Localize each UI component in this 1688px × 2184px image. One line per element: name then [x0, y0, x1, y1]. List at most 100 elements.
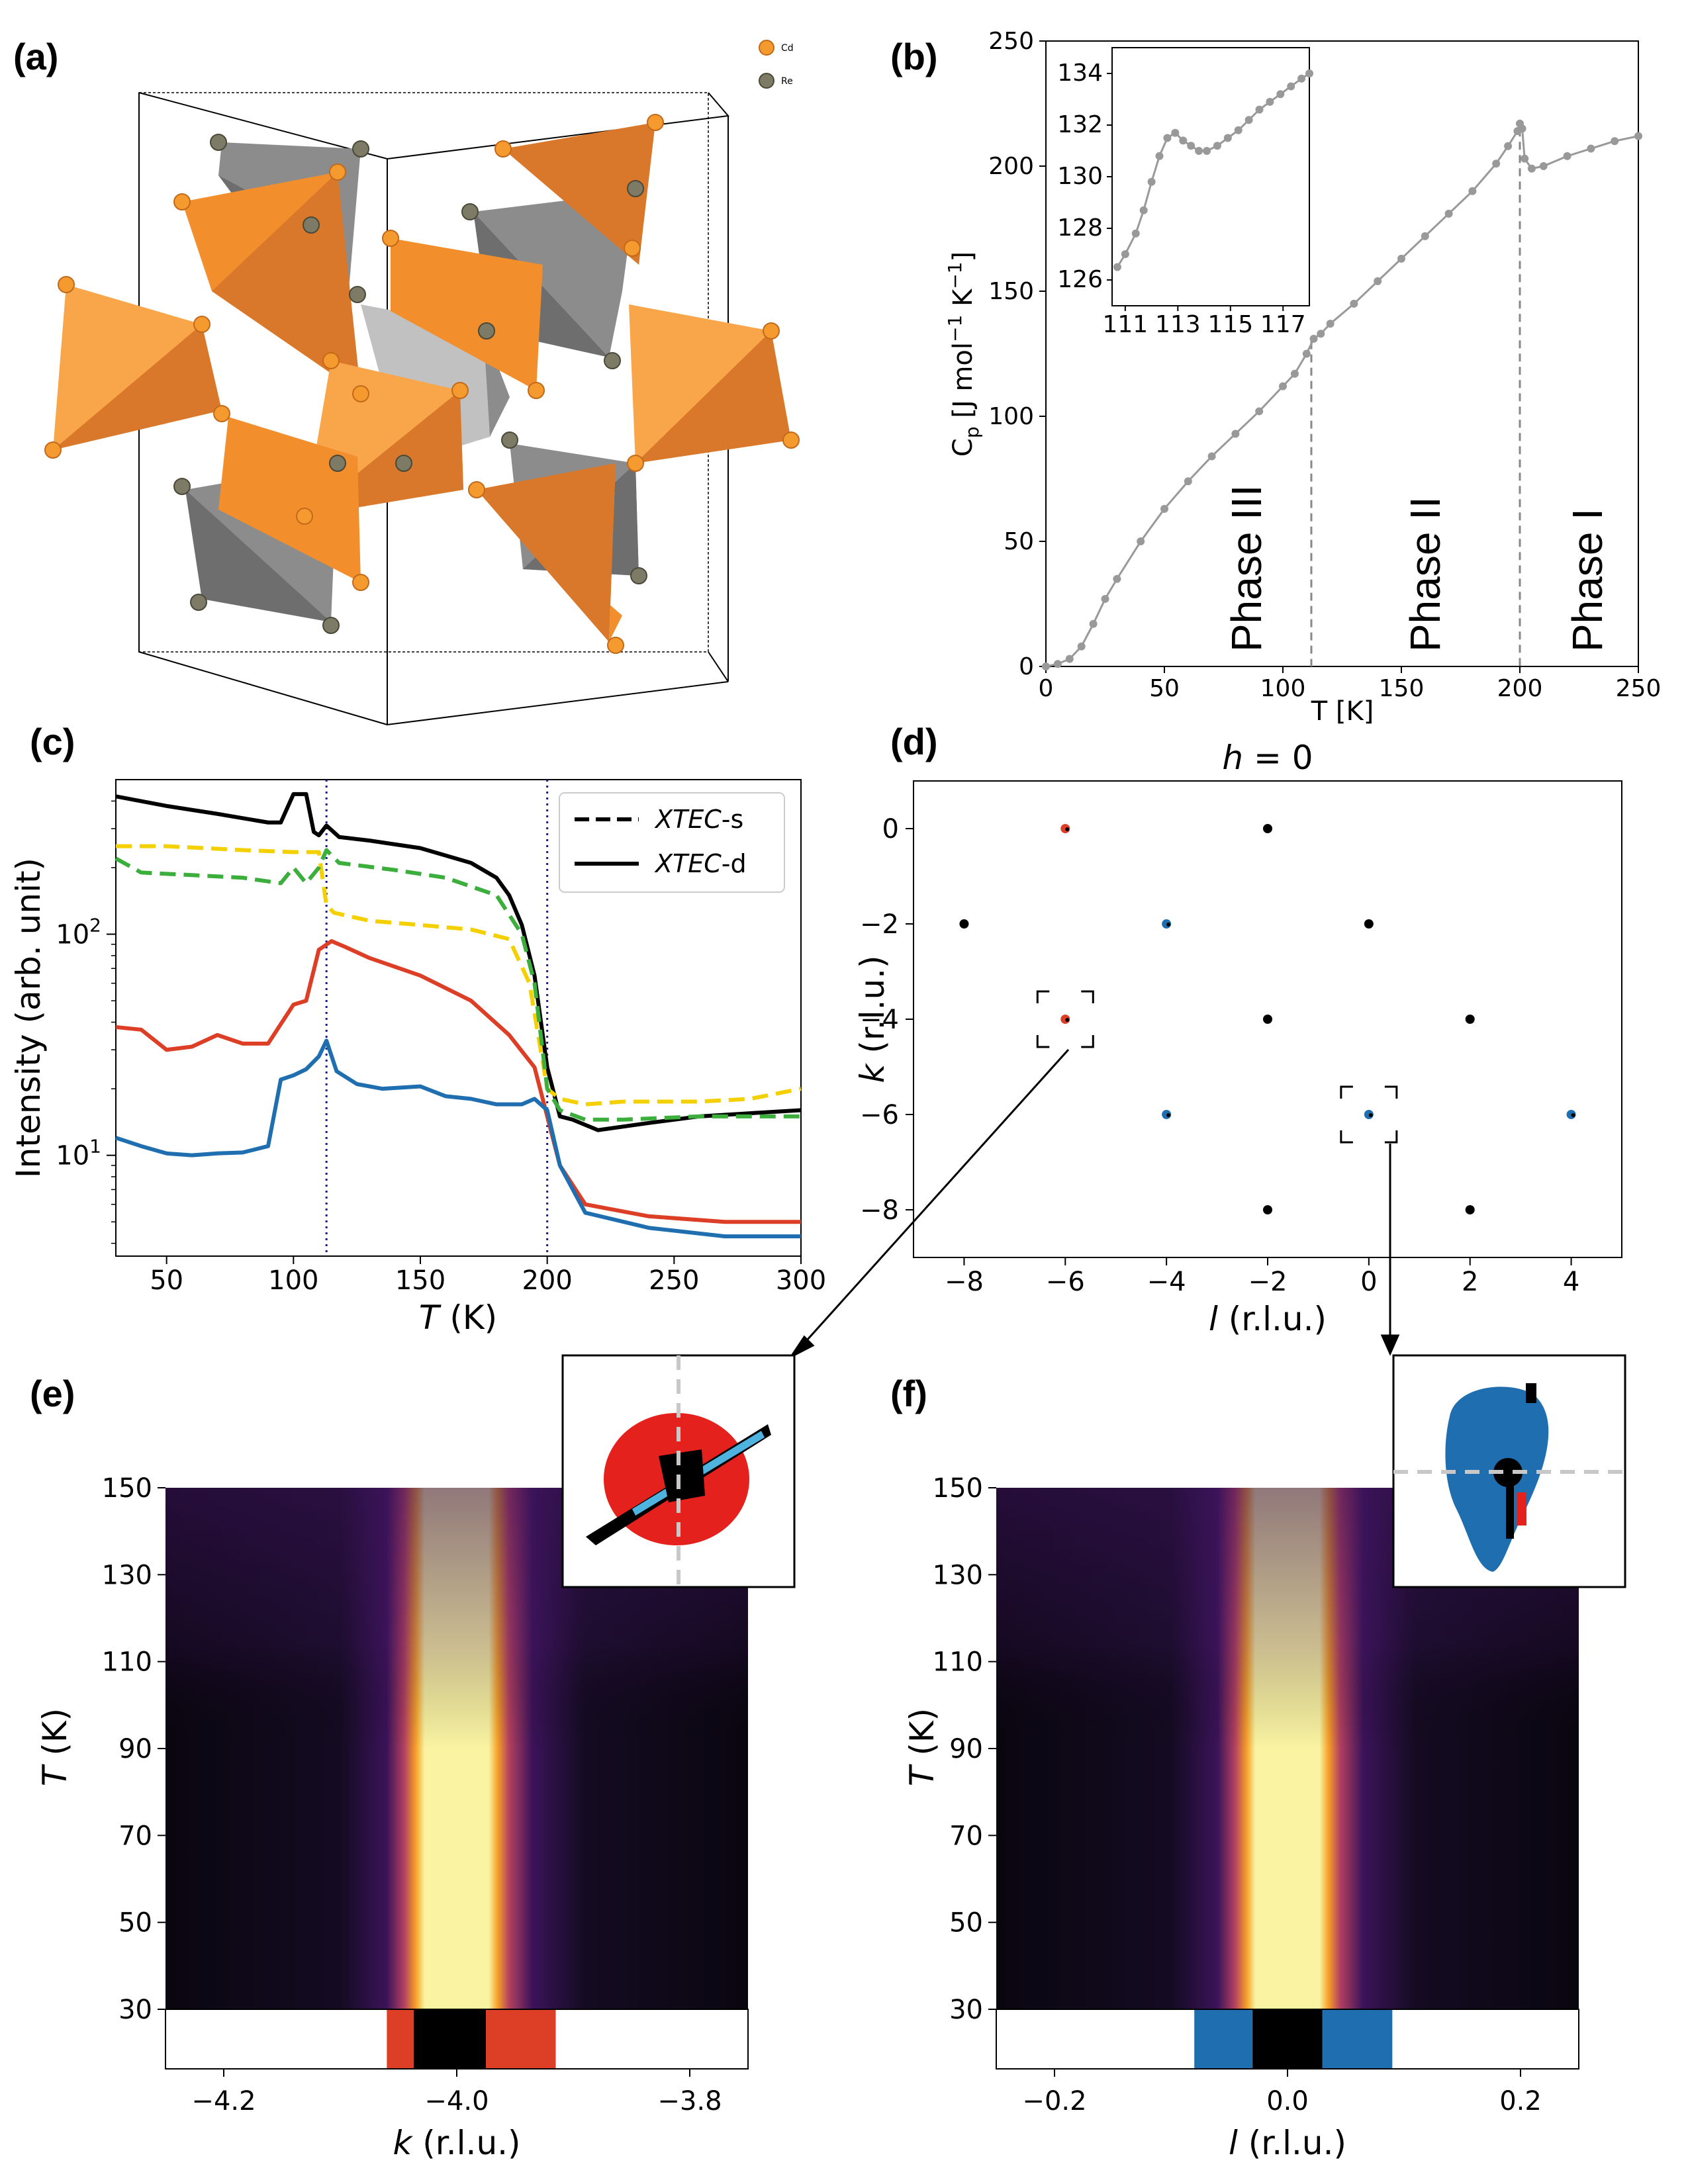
heat-capacity-chart: 0 50 100 150 200 250 0 50 100 150 200 250 Phase III…: [944, 28, 1661, 727]
x-axis-label-d: l (r.l.u.): [1209, 1300, 1327, 1338]
inset-point: [1276, 90, 1285, 99]
selection-boxes: [1036, 990, 1398, 1144]
y-tick-label: 90: [949, 1734, 983, 1764]
heat-capacity-series: [1042, 119, 1642, 670]
y-axis-label-c: Intensity (arb. unit): [9, 858, 48, 1178]
y-tick-label: 90: [118, 1734, 152, 1764]
x-tick-label: −3.8: [657, 2086, 722, 2116]
x-tick-label: 0: [1360, 1267, 1377, 1297]
cluster-segment: [996, 2009, 1195, 2069]
cluster-segment: [165, 2009, 387, 2069]
y-tick-label: −6: [860, 1100, 899, 1130]
cp-point: [1207, 452, 1216, 461]
inset-point: [1255, 105, 1264, 114]
inset-point: [1139, 206, 1148, 214]
inset-point: [1234, 126, 1243, 134]
bragg-peak-core: [1166, 1113, 1171, 1117]
legend-xtec-s: XTEC-s: [654, 805, 743, 834]
axis-ticks-b: 0 50 100 150 200 250 0 50 100 150 200 250: [988, 28, 1661, 702]
inset-point: [1171, 128, 1180, 137]
cluster-segment: [1194, 2009, 1253, 2069]
cp-point: [1634, 132, 1642, 140]
cluster-segment: [1322, 2009, 1393, 2069]
axis-ticks-e: −4.2 −4.0 −3.8 30 50 70 90 110 130 150: [102, 1473, 722, 2116]
x-tick-label: 150: [1379, 675, 1425, 702]
inset-point: [1179, 136, 1188, 145]
y-tick-label: 70: [118, 1821, 152, 1851]
inset-point: [1223, 134, 1232, 142]
x-tick-label: −6: [1046, 1267, 1085, 1297]
re-legend-marker: [759, 73, 774, 89]
heatmap-f: −0.2 0.0 0.2 30 50 70 90 110 130 150 l (r.l.u.) T…: [903, 1354, 1626, 2162]
panel-label-a: (a): [13, 36, 58, 77]
re-atoms: [173, 134, 647, 634]
x-axis-label-b: T [K]: [1311, 696, 1374, 727]
bragg-peak-core: [1368, 1113, 1373, 1117]
cluster-strip-f: [996, 2009, 1579, 2069]
cp-point: [1397, 254, 1405, 263]
cp-point: [1101, 594, 1109, 603]
panel-label-c: (c): [30, 721, 75, 762]
y-tick-label: 130: [102, 1560, 152, 1590]
inset-point: [1213, 142, 1221, 150]
x-tick-label: 0.0: [1266, 2086, 1309, 2116]
intensity-chart: 50 100 150 200 250 300 101 102 XTEC-s XTEC-d T …: [9, 779, 826, 1337]
x-tick-label: 100: [1260, 675, 1306, 702]
inset-x-tick-label: 111: [1103, 311, 1149, 338]
inset-point: [1131, 229, 1140, 238]
x-tick-label: 200: [522, 1265, 572, 1296]
intensity-series: [115, 792, 802, 1239]
x-tick-label: 250: [1616, 675, 1662, 702]
cp-point: [1326, 320, 1335, 328]
y-tick-label: 50: [118, 1908, 152, 1938]
y-tick-label: 50: [949, 1908, 983, 1938]
y-tick-label: 150: [933, 1473, 983, 1504]
cd-legend-label: Cd: [781, 43, 794, 54]
heatmap-e: −4.2 −4.0 −3.8 30 50 70 90 110 130 150 k (r.l.u.)…: [36, 1354, 796, 2162]
axis-ticks-d: −8 −6 −4 −2 0 2 4 0 −2 −4 −6 −8: [860, 814, 1579, 1297]
black-edge: [1526, 1383, 1536, 1403]
y-tick-label: 101: [56, 1136, 101, 1171]
cp-point: [1255, 407, 1264, 416]
cp-point: [1468, 187, 1477, 195]
cp-point: [1539, 162, 1548, 170]
intensity-line-2: [115, 848, 801, 1122]
x-tick-label: 50: [1149, 675, 1180, 702]
peak-inset-f: [1392, 1354, 1626, 1588]
cp-point: [1421, 232, 1429, 240]
cluster-segment: [1392, 2009, 1579, 2069]
panel-label-e: (e): [30, 1373, 75, 1414]
y-tick-label: 102: [56, 915, 101, 950]
arrow-head-e: [788, 1335, 815, 1359]
x-axis-label-c: T (K): [419, 1298, 497, 1337]
axis-ticks-c: 50 100 150 200 250 300 101 102: [56, 800, 826, 1296]
bragg-peak-core: [1268, 1208, 1272, 1212]
inset-point: [1155, 152, 1164, 160]
cp-point: [1504, 142, 1513, 150]
cp-point: [1184, 477, 1192, 486]
intensity-line-4: [115, 1038, 801, 1239]
y-tick-label: 0: [1019, 653, 1034, 680]
y-tick-label: 0: [882, 814, 899, 844]
inset-y-tick-label: 134: [1057, 60, 1103, 87]
legend-xtec-d: XTEC-d: [654, 849, 747, 878]
x-tick-label: 50: [150, 1265, 183, 1296]
inset-x-tick-label: 117: [1260, 311, 1306, 338]
x-tick-label: 0: [1039, 675, 1054, 702]
cp-point: [1077, 642, 1086, 651]
y-axis-label-d: k (r.l.u.): [853, 955, 892, 1083]
cluster-segment: [387, 2009, 414, 2069]
inset-point: [1187, 142, 1196, 150]
y-axis-label-f: T (K): [903, 1708, 941, 1786]
cp-point: [1611, 137, 1619, 146]
inset-y-tick-label: 132: [1057, 111, 1103, 138]
x-tick-label: −4.0: [424, 2086, 489, 2116]
cp-point: [1444, 209, 1453, 218]
inset-point: [1113, 263, 1121, 271]
cp-point: [1302, 349, 1311, 358]
bragg-peak-core: [1065, 1018, 1070, 1022]
y-tick-label: 250: [988, 28, 1034, 55]
cp-point: [1089, 619, 1098, 628]
crystal-legend: Cd Re: [759, 40, 794, 89]
x-tick-label: 250: [649, 1265, 699, 1296]
